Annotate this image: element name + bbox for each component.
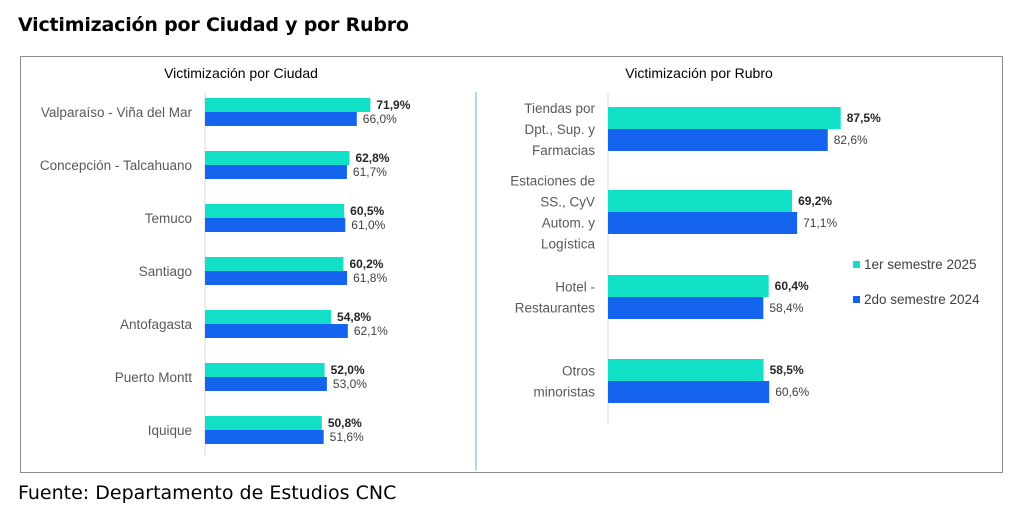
- bar-ciudad-2025: [205, 151, 350, 165]
- category-label-rubro: Restaurantes: [515, 301, 596, 316]
- category-label-rubro: Logística: [541, 237, 596, 252]
- category-label-rubro: Dpt., Sup. y: [524, 122, 595, 137]
- category-label-ciudad: Valparaíso - Viña del Mar: [41, 105, 193, 120]
- bar-ciudad-2024: [205, 430, 324, 444]
- legend-label-2024: 2do semestre 2024: [864, 292, 980, 307]
- data-label-rubro-2025: 58,5%: [770, 363, 804, 377]
- bar-ciudad-2025: [205, 416, 322, 430]
- bar-ciudad-2024: [205, 112, 357, 126]
- data-label-rubro-2024: 82,6%: [834, 133, 868, 147]
- data-label-ciudad-2025: 71,9%: [376, 98, 410, 112]
- data-label-ciudad-2025: 50,8%: [328, 416, 362, 430]
- page-title: Victimización por Ciudad y por Rubro: [18, 14, 409, 36]
- data-label-ciudad-2024: 62,1%: [354, 324, 388, 338]
- data-label-ciudad-2024: 51,6%: [330, 430, 364, 444]
- legend-swatch-2024: [853, 296, 860, 303]
- data-label-ciudad-2025: 60,2%: [349, 257, 383, 271]
- category-label-rubro: Farmacias: [532, 143, 595, 158]
- category-label-rubro: Estaciones de: [510, 174, 595, 189]
- chart-frame: [20, 56, 1003, 473]
- source-note: Fuente: Departamento de Estudios CNC: [18, 482, 397, 504]
- data-label-rubro-2024: 58,4%: [769, 301, 803, 315]
- data-label-ciudad-2025: 54,8%: [337, 310, 371, 324]
- data-label-ciudad-2024: 53,0%: [333, 377, 367, 391]
- category-label-rubro: SS., CyV: [540, 195, 595, 210]
- bar-ciudad-2025: [205, 363, 325, 377]
- data-label-rubro-2024: 60,6%: [775, 385, 809, 399]
- bar-ciudad-2024: [205, 271, 348, 285]
- category-label-rubro: Otros: [562, 364, 595, 379]
- bar-rubro-2025: [608, 190, 793, 212]
- legend-label-2025: 1er semestre 2025: [864, 257, 977, 272]
- bar-rubro-2024: [608, 381, 770, 403]
- category-label-rubro: minoristas: [533, 385, 595, 400]
- chart-title-ciudad: Victimización por Ciudad: [164, 65, 318, 81]
- data-label-ciudad-2025: 62,8%: [355, 151, 389, 165]
- bar-ciudad-2024: [205, 377, 327, 391]
- category-label-ciudad: Puerto Montt: [115, 370, 193, 385]
- data-label-rubro-2025: 60,4%: [775, 279, 809, 293]
- data-label-ciudad-2024: 61,7%: [353, 165, 387, 179]
- data-label-ciudad-2024: 61,0%: [351, 218, 385, 232]
- data-label-rubro-2024: 71,1%: [803, 216, 837, 230]
- bar-rubro-2024: [608, 129, 828, 151]
- category-label-ciudad: Temuco: [145, 211, 192, 226]
- bar-rubro-2024: [608, 297, 764, 319]
- category-label-ciudad: Santiago: [139, 264, 192, 279]
- bar-ciudad-2025: [205, 257, 344, 271]
- data-label-ciudad-2024: 66,0%: [363, 112, 397, 126]
- bar-rubro-2025: [608, 359, 764, 381]
- data-label-rubro-2025: 87,5%: [847, 111, 881, 125]
- bar-rubro-2024: [608, 212, 798, 234]
- bar-ciudad-2025: [205, 204, 345, 218]
- data-label-ciudad-2024: 61,8%: [353, 271, 387, 285]
- bar-ciudad-2024: [205, 165, 347, 179]
- chart-title-rubro: Victimización por Rubro: [625, 65, 773, 81]
- bar-ciudad-2025: [205, 310, 332, 324]
- bar-rubro-2025: [608, 107, 841, 129]
- data-label-ciudad-2025: 52,0%: [331, 363, 365, 377]
- legend-swatch-2025: [853, 261, 860, 268]
- category-label-ciudad: Iquique: [148, 423, 192, 438]
- bar-ciudad-2025: [205, 98, 371, 112]
- category-label-rubro: Hotel -: [555, 280, 595, 295]
- data-label-rubro-2025: 69,2%: [798, 194, 832, 208]
- bar-ciudad-2024: [205, 218, 346, 232]
- bar-rubro-2025: [608, 275, 769, 297]
- bar-ciudad-2024: [205, 324, 348, 338]
- category-label-rubro: Autom. y: [542, 216, 596, 231]
- category-label-ciudad: Antofagasta: [120, 317, 193, 332]
- category-label-rubro: Tiendas por: [524, 101, 595, 116]
- category-label-ciudad: Concepción - Talcahuano: [40, 158, 192, 173]
- data-label-ciudad-2025: 60,5%: [350, 204, 384, 218]
